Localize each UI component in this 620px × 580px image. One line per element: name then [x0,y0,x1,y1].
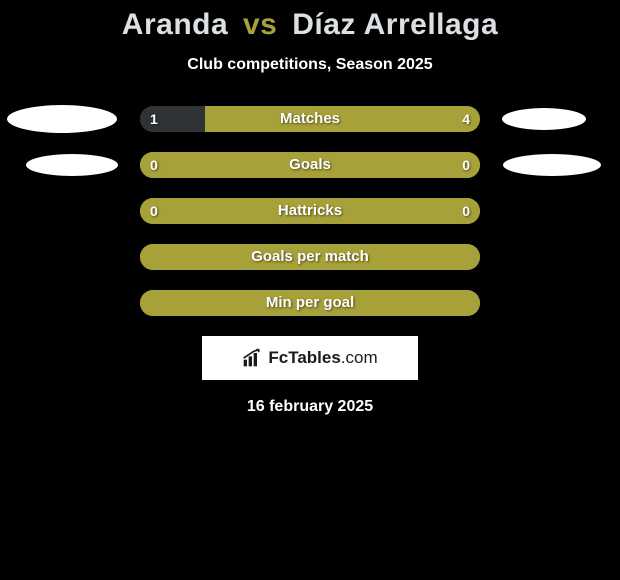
player1-name: Aranda [122,8,228,41]
stat-row: Hattricks00 [0,198,620,224]
stat-bar: Goals per match [140,244,480,270]
player1-ellipse [26,154,118,176]
brand-box: FcTables.com [202,336,418,380]
stat-bar: Goals00 [140,152,480,178]
bar-left-fill [140,290,480,316]
brand-fc: Fc [268,348,288,367]
brand-text: FcTables.com [268,348,377,368]
brand-tables: Tables [288,348,341,367]
stat-bar: Min per goal [140,290,480,316]
player2-ellipse [502,108,586,130]
vs-label: vs [237,8,283,41]
bar-left-fill [140,198,480,224]
subtitle: Club competitions, Season 2025 [0,56,620,74]
stat-bar: Hattricks00 [140,198,480,224]
bar-left-fill [140,244,480,270]
stat-row: Matches14 [0,106,620,132]
title: Aranda vs Díaz Arrellaga [0,8,620,42]
stat-row: Goals00 [0,152,620,178]
bar-right-fill [205,106,480,132]
bar-left-fill [140,106,205,132]
date-label: 16 february 2025 [0,398,620,416]
stat-row: Goals per match [0,244,620,270]
player1-ellipse [7,105,117,133]
chart-icon [242,348,262,368]
stat-rows: Matches14 Goals00 Hattricks00 Goals per mat… [0,106,620,316]
player2-ellipse [503,154,601,176]
stat-row: Min per goal [0,290,620,316]
comparison-infographic: Aranda vs Díaz Arrellaga Club competitio… [0,0,620,416]
stat-bar: Matches14 [140,106,480,132]
player2-name: Díaz Arrellaga [292,8,498,41]
brand-dom: .com [341,348,378,367]
bar-left-fill [140,152,480,178]
